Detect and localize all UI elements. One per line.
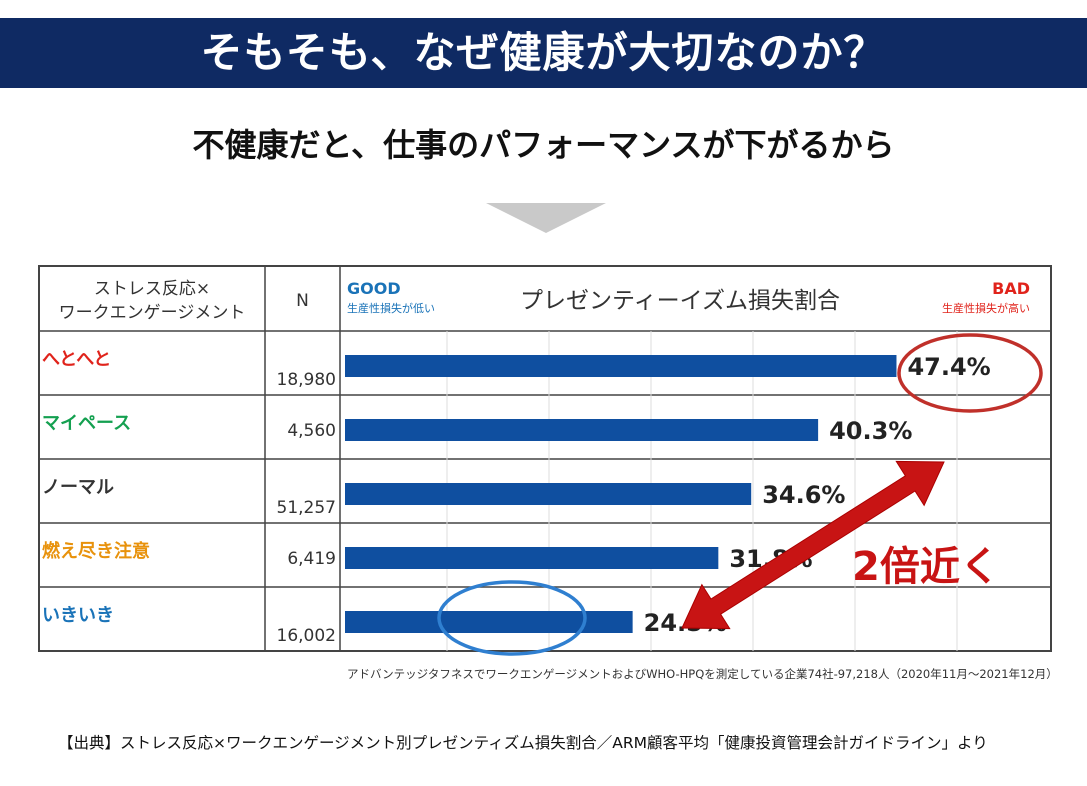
row-n-value: 4,560 [287,421,336,441]
bar [345,483,752,505]
row-n-value: 51,257 [277,498,336,518]
chart-title: プレゼンティーイズム損失割合 [520,288,840,314]
row-category-label: へとへと [42,349,111,370]
row-category-label: 燃え尽き注意 [42,540,150,562]
bar [345,355,897,377]
row-category-label: ノーマル [42,477,114,498]
bar [345,611,633,633]
page-title: そもそも、なぜ健康が大切なのか？ [200,28,887,77]
bar-value-label: 47.4% [907,353,990,381]
row-n-value: 18,980 [277,370,336,390]
bad-label: BAD [992,279,1030,298]
bad-sublabel: 生産性損失が高い [942,301,1030,315]
row-n-value: 16,002 [277,626,336,646]
double-arrow-icon [681,460,945,630]
col-group-label: ワークエンゲージメント [59,303,246,323]
title-banner: そもそも、なぜ健康が大切なのか？ [0,18,1087,88]
row-category-label: マイペース [42,413,131,434]
source-note: アドバンテッジタフネスでワークエンゲージメントおよびWHO-HPQを測定している… [347,667,1058,681]
highlight-circle [437,580,587,656]
bar-value-label: 34.6% [762,481,845,509]
highlight-circle [897,333,1043,413]
row-n-value: 6,419 [287,549,336,569]
citation: 【出典】ストレス反応×ワークエンゲージメント別プレゼンティズム損失割合／ARM顧… [58,734,988,752]
row-category-label: いきいき [42,605,114,626]
annotation-text: 2倍近く [852,544,1000,590]
bar [345,547,719,569]
col-n-label: N [296,291,309,311]
good-sublabel: 生産性損失が低い [347,301,435,315]
down-arrow-icon [486,203,606,233]
bar-value-label: 40.3% [829,417,912,445]
page-subtitle: 不健康だと、仕事のパフォーマンスが下がるから [192,126,895,164]
good-label: GOOD [347,279,401,298]
col-group-label: ストレス反応× [94,279,210,299]
bar [345,419,819,441]
